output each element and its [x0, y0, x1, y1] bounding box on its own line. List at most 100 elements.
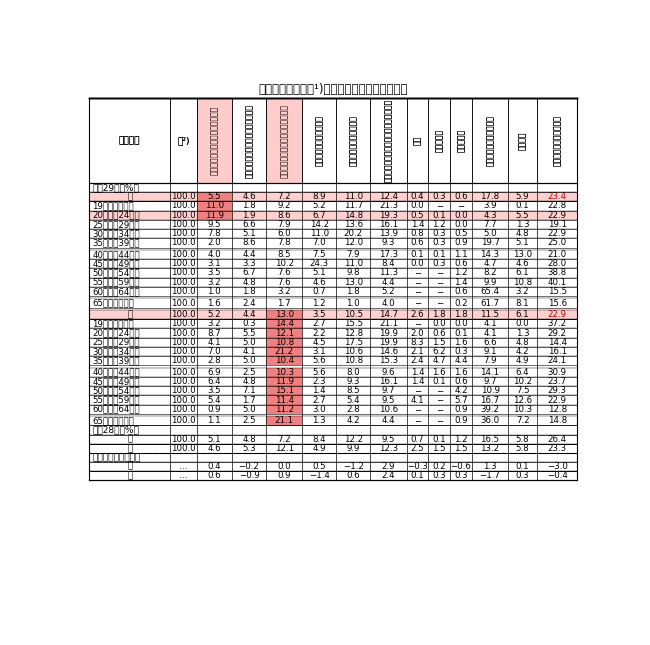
Text: 0.0: 0.0 — [454, 211, 468, 220]
Text: 14.7: 14.7 — [379, 310, 398, 319]
Text: 36.0: 36.0 — [480, 416, 500, 425]
Text: 5.8: 5.8 — [516, 444, 529, 453]
Text: 100.0: 100.0 — [171, 405, 196, 414]
Text: 14.3: 14.3 — [480, 250, 500, 259]
Text: 1.8: 1.8 — [242, 287, 256, 296]
Text: 5.2: 5.2 — [313, 201, 326, 210]
Text: 7.7: 7.7 — [483, 220, 497, 229]
Text: 0.5: 0.5 — [454, 229, 468, 238]
Text: 0.3: 0.3 — [432, 239, 446, 248]
Text: 0.4: 0.4 — [411, 192, 424, 201]
Bar — [266, 404, 302, 414]
Text: 男: 男 — [127, 435, 132, 444]
Text: 1.6: 1.6 — [432, 368, 446, 377]
Text: 1.4: 1.4 — [411, 377, 424, 386]
Text: 4.1: 4.1 — [483, 319, 497, 328]
Text: 8.9: 8.9 — [313, 192, 326, 201]
Text: 21.2: 21.2 — [275, 347, 294, 356]
Text: 3.0: 3.0 — [313, 405, 326, 414]
Text: 7.8: 7.8 — [207, 229, 221, 238]
Text: 7.2: 7.2 — [278, 435, 291, 444]
Text: 9.6: 9.6 — [382, 368, 395, 377]
Text: 12.8: 12.8 — [547, 405, 567, 414]
Text: 23.7: 23.7 — [547, 377, 567, 386]
Text: 0.0: 0.0 — [516, 319, 529, 328]
Text: 0.1: 0.1 — [432, 377, 446, 386]
Text: 4.4: 4.4 — [382, 278, 395, 287]
Text: 11.0: 11.0 — [205, 201, 224, 210]
Text: 55　〜　59　歳: 55 〜 59 歳 — [92, 395, 140, 404]
Text: 4.8: 4.8 — [242, 435, 256, 444]
Text: 定年・期間の満了・契約: 定年・期間の満了・契約 — [486, 115, 495, 166]
Text: 10.4: 10.4 — [275, 356, 294, 365]
Text: −1.2: −1.2 — [343, 462, 364, 471]
Text: 100.0: 100.0 — [171, 192, 196, 201]
Text: 6.7: 6.7 — [313, 211, 326, 220]
Text: 4.0: 4.0 — [207, 250, 221, 259]
Text: 1.3: 1.3 — [483, 462, 497, 471]
Text: 10.8: 10.8 — [344, 356, 363, 365]
Text: −: − — [414, 268, 421, 277]
Text: −: − — [436, 386, 443, 395]
Text: 4.4: 4.4 — [382, 416, 395, 425]
Text: −: − — [436, 287, 443, 296]
Text: 4.4: 4.4 — [454, 356, 468, 365]
Text: 平成29年（%）: 平成29年（%） — [92, 183, 139, 192]
Text: 50　〜　54　歳: 50 〜 54 歳 — [92, 268, 140, 277]
Text: 9.5: 9.5 — [382, 435, 395, 444]
Text: 6.9: 6.9 — [207, 368, 221, 377]
Text: 100.0: 100.0 — [171, 368, 196, 377]
Text: 0.1: 0.1 — [516, 462, 529, 471]
Text: 0.7: 0.7 — [313, 287, 326, 296]
Text: 5.5: 5.5 — [207, 192, 221, 201]
Text: 13.6: 13.6 — [344, 220, 363, 229]
Text: 17.8: 17.8 — [480, 192, 500, 201]
Text: 1.7: 1.7 — [242, 395, 256, 404]
Text: 1.4: 1.4 — [313, 386, 326, 395]
Text: 1.2: 1.2 — [313, 299, 326, 308]
Text: 0.5: 0.5 — [313, 462, 326, 471]
Text: 出産・育児: 出産・育児 — [435, 129, 444, 152]
Text: 0.9: 0.9 — [278, 471, 291, 480]
Text: 給料等収入が少なかった: 給料等収入が少なかった — [349, 115, 358, 166]
Text: 13.2: 13.2 — [480, 444, 500, 453]
Text: 2.0: 2.0 — [411, 328, 424, 337]
Text: 4.1: 4.1 — [411, 395, 424, 404]
Text: 100.0: 100.0 — [171, 211, 196, 220]
Text: 0.1: 0.1 — [516, 201, 529, 210]
Text: 4.2: 4.2 — [454, 386, 468, 395]
Text: 職場の人間関係が好ましくなかった: 職場の人間関係が好ましくなかった — [280, 104, 289, 177]
Text: 2.7: 2.7 — [313, 319, 326, 328]
Text: 19　歳　以　下: 19 歳 以 下 — [92, 319, 134, 328]
Text: 6.1: 6.1 — [516, 310, 529, 319]
Text: 12.1: 12.1 — [275, 444, 294, 453]
Bar — [266, 328, 302, 338]
Text: 4.2: 4.2 — [346, 416, 360, 425]
Text: 100.0: 100.0 — [171, 435, 196, 444]
Text: 7.1: 7.1 — [242, 386, 256, 395]
Text: 1.8: 1.8 — [432, 310, 446, 319]
Text: 1.4: 1.4 — [411, 220, 424, 229]
Text: 4.1: 4.1 — [483, 328, 497, 337]
Text: 3.2: 3.2 — [278, 287, 291, 296]
Bar — [266, 310, 302, 319]
Text: −: − — [414, 386, 421, 395]
Text: 21.3: 21.3 — [379, 201, 398, 210]
Text: 2.8: 2.8 — [207, 356, 221, 365]
Text: 女: 女 — [127, 471, 132, 480]
Text: （その他の理由を含む）: （その他の理由を含む） — [552, 115, 562, 166]
Text: 12.4: 12.4 — [379, 192, 398, 201]
Text: 6.7: 6.7 — [242, 268, 256, 277]
Text: 6.6: 6.6 — [242, 220, 256, 229]
Text: 0.2: 0.2 — [454, 299, 468, 308]
Text: 21.1: 21.1 — [275, 416, 294, 425]
Text: 1.8: 1.8 — [242, 201, 256, 210]
Text: 介護・看護: 介護・看護 — [456, 129, 465, 152]
Text: −: − — [436, 201, 443, 210]
Text: 8.6: 8.6 — [278, 211, 291, 220]
Text: 15.5: 15.5 — [344, 319, 363, 328]
Text: 4.8: 4.8 — [242, 278, 256, 287]
Text: 100.0: 100.0 — [171, 287, 196, 296]
Text: 12.2: 12.2 — [344, 435, 363, 444]
Text: 40　〜　44　歳: 40 〜 44 歳 — [92, 368, 140, 377]
